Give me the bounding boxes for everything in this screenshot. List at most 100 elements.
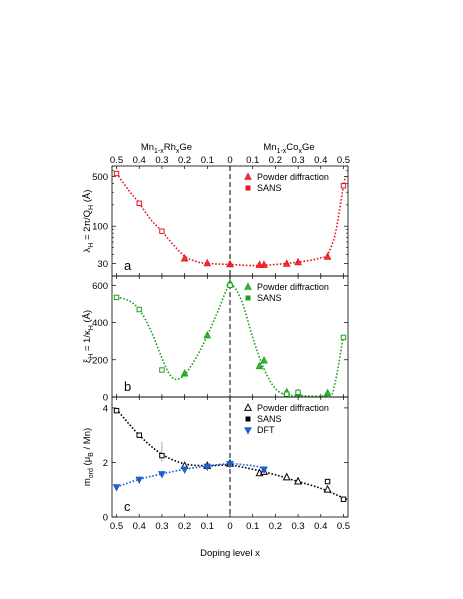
- y-tick-label: 30: [97, 259, 108, 270]
- top-x-tick-label: 0.3: [155, 155, 168, 166]
- top-label-rh: Mn1-xRhxGe: [141, 142, 192, 155]
- data-point: [295, 389, 301, 396]
- fit-curve: [115, 408, 349, 501]
- data-point: [284, 391, 290, 397]
- bottom-x-tick-label: 0.5: [110, 521, 123, 532]
- legend-label: SANS: [257, 293, 282, 303]
- data-point: [260, 466, 268, 474]
- legend-label: DFT: [257, 425, 275, 435]
- bottom-x-tick-label: 0.4: [133, 521, 146, 532]
- panel-b: 0 200 400 600 ξH = 1/κH (Å) Powder diffractio…: [82, 275, 349, 404]
- data-point: [135, 476, 144, 485]
- panel-letter: c: [124, 499, 131, 514]
- data-point: [136, 432, 142, 438]
- data-point: [282, 259, 291, 267]
- panel-letter: b: [124, 379, 131, 394]
- y-tick-label: 2: [103, 458, 108, 469]
- data-point: [294, 257, 302, 266]
- data-point: [113, 170, 120, 177]
- panel-letter: a: [124, 258, 132, 273]
- data-point: [260, 260, 268, 268]
- bottom-x-tick-label: 0.3: [155, 521, 168, 532]
- panel-c: 0 2 4 mord (μB / Mn) Powder diffractionSANSD…: [82, 396, 349, 524]
- top-x-tick-label: 0.5: [337, 155, 350, 166]
- data-point: [340, 183, 347, 189]
- bottom-x-tick-label: 0.2: [269, 521, 282, 532]
- data-point: [158, 471, 166, 479]
- y-tick-label: 4: [103, 403, 108, 414]
- legend-marker: [245, 295, 251, 301]
- y-axis-label: mord (μB / Mn): [82, 428, 95, 486]
- legend-marker: [243, 403, 253, 411]
- data-point: [260, 356, 268, 364]
- fit-curve: [116, 284, 345, 398]
- data-point: [340, 496, 347, 502]
- data-point: [227, 282, 233, 289]
- top-x-tick-label: 0.4: [133, 155, 146, 166]
- top-x-tick-label: 0.5: [110, 155, 123, 166]
- bottom-x-tick-label: 0.3: [291, 521, 304, 532]
- bottom-x-tick-label: 0.2: [178, 521, 191, 532]
- bottom-x-tick-label: 0.5: [337, 521, 350, 532]
- legend-marker: [245, 185, 251, 191]
- data-point: [203, 258, 212, 267]
- data-point: [180, 369, 189, 377]
- panel-a: 30 100 500 λH = 2π/QH (Å) Powder diffraction…: [82, 165, 349, 277]
- y-tick-label: 200: [92, 355, 108, 366]
- bottom-x-tick-label: 0.1: [246, 521, 259, 532]
- legend-marker: [244, 172, 252, 180]
- legend-label: SANS: [257, 414, 282, 424]
- data-point: [136, 306, 142, 313]
- bottom-x-tick-label: 0.4: [314, 521, 327, 532]
- data-point: [113, 407, 120, 414]
- fit-curve: [115, 172, 347, 267]
- top-x-tick-label: 0.1: [201, 155, 214, 166]
- data-point: [159, 452, 165, 459]
- y-axis-label: λH = 2π/QH (Å): [82, 190, 95, 253]
- bottom-x-tick-label: 0.1: [201, 521, 214, 532]
- data-point: [323, 252, 332, 260]
- top-x-tick-label: 0.4: [314, 155, 327, 166]
- data-point: [255, 361, 264, 370]
- data-point: [226, 259, 234, 268]
- top-x-tick-label: 0: [227, 155, 232, 166]
- y-tick-label: 600: [92, 281, 108, 292]
- data-point: [159, 367, 165, 373]
- x-axis-label: Doping level x: [200, 548, 260, 559]
- legend-marker: [244, 427, 252, 435]
- data-point: [226, 461, 234, 469]
- data-point: [112, 484, 121, 492]
- legend-label: Powder diffraction: [257, 403, 329, 413]
- legend-label: SANS: [257, 183, 282, 193]
- top-label-co: Mn1-xCoxGe: [263, 142, 314, 155]
- data-point: [136, 200, 142, 206]
- top-x-tick-label: 0.2: [269, 155, 282, 166]
- top-x-tick-label: 0.3: [291, 155, 304, 166]
- data-point: [340, 334, 347, 341]
- legend-label: Powder diffraction: [257, 282, 329, 292]
- legend-marker: [244, 282, 252, 290]
- y-tick-label: 100: [92, 222, 108, 233]
- bottom-x-tick-label: 0: [227, 521, 232, 532]
- y-axis-label: ξH = 1/κH (Å): [82, 310, 95, 363]
- data-point: [324, 478, 331, 485]
- data-point: [203, 463, 212, 472]
- data-point: [323, 388, 332, 397]
- data-point: [323, 484, 332, 493]
- top-x-tick-label: 0.2: [178, 155, 191, 166]
- y-tick-label: 0: [103, 393, 108, 404]
- fit-curve: [116, 463, 265, 488]
- top-x-tick-label: 0.1: [246, 155, 259, 166]
- data-point: [180, 254, 189, 262]
- data-point: [159, 228, 165, 234]
- legend-label: Powder diffraction: [257, 172, 329, 182]
- y-tick-label: 400: [92, 318, 108, 329]
- data-point: [282, 472, 291, 481]
- data-point: [113, 294, 120, 301]
- y-tick-label: 500: [92, 172, 108, 183]
- data-point: [203, 330, 212, 339]
- y-tick-label: 0: [103, 513, 108, 524]
- data-point: [255, 260, 264, 268]
- data-point: [180, 466, 189, 474]
